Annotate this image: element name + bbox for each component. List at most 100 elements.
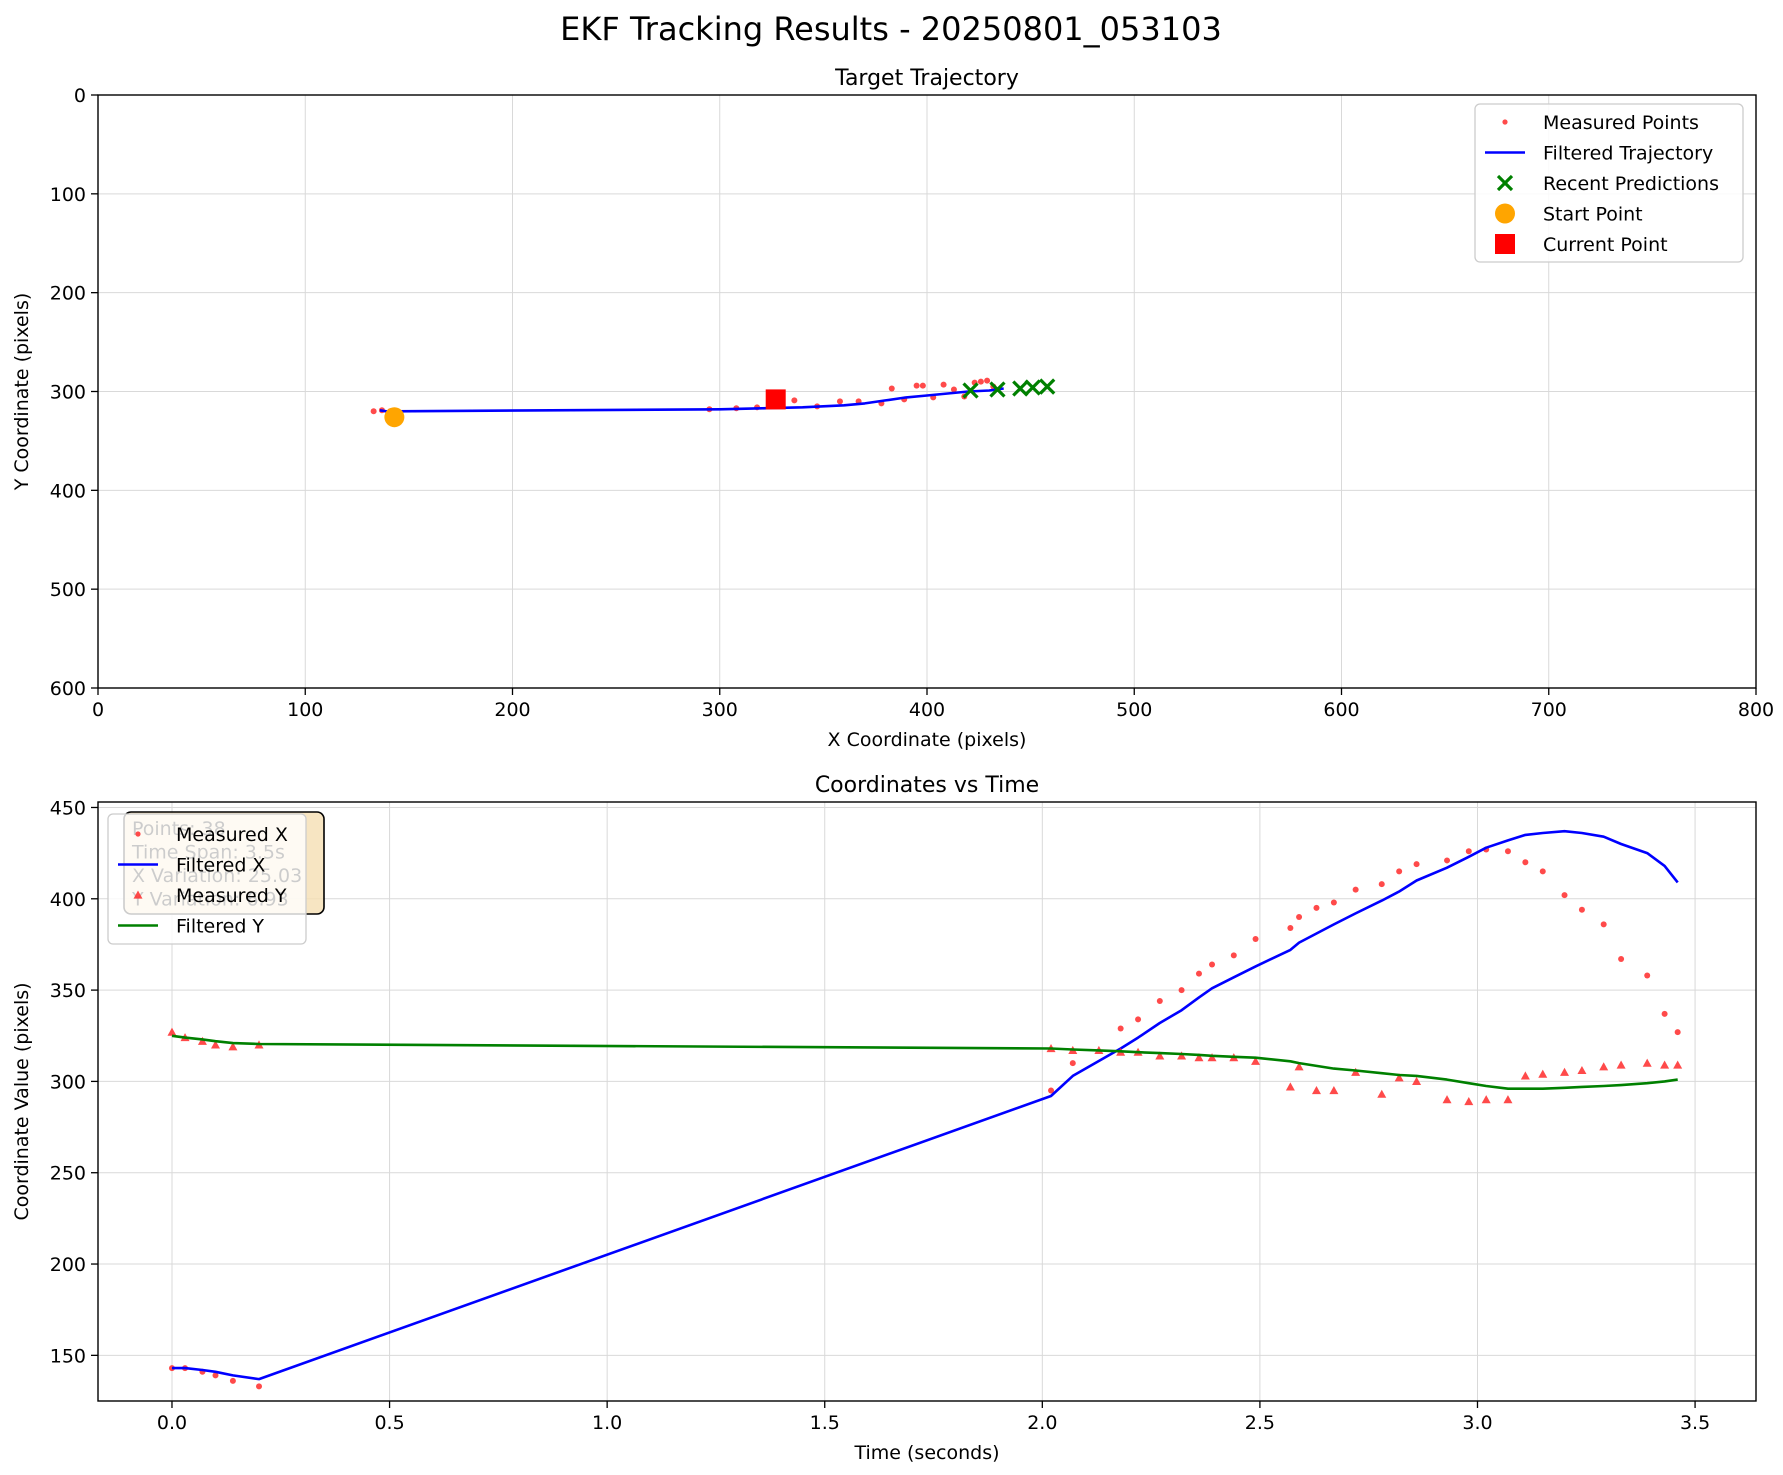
- measured-x-marker: [1313, 904, 1320, 911]
- measured-y-marker: [1464, 1097, 1474, 1106]
- x-tick-label: 500: [1116, 699, 1152, 721]
- x-tick-label: 100: [287, 699, 323, 721]
- measured-x-marker: [1048, 1087, 1055, 1094]
- measured-x-marker: [1156, 998, 1163, 1005]
- recent-predictions-marker: [989, 381, 1006, 398]
- measured-points-marker: [791, 397, 798, 404]
- measured-y-marker: [1616, 1060, 1626, 1069]
- x-tick-label: 800: [1738, 699, 1774, 721]
- start-point-legend-glyph: [1495, 203, 1515, 224]
- legend-label: Filtered Y: [176, 916, 264, 938]
- measured-x-marker: [1178, 987, 1185, 994]
- measured-x-marker: [1209, 961, 1216, 968]
- x-tick-label: 300: [702, 699, 738, 721]
- measured-y-marker: [1503, 1095, 1513, 1104]
- measured-y-marker: [1599, 1062, 1609, 1071]
- y-tick-label: 200: [50, 283, 86, 305]
- recent-predictions-marker: [1039, 378, 1056, 395]
- measured-x-marker: [1252, 935, 1259, 942]
- x-axis-label: Time (seconds): [853, 1442, 999, 1464]
- measured-points-marker: [977, 378, 984, 385]
- x-tick-label: 1.0: [592, 1412, 622, 1434]
- x-tick-label: 2.0: [1027, 1412, 1057, 1434]
- measured-y-marker: [1442, 1095, 1452, 1104]
- measured-x-marker: [212, 1372, 219, 1379]
- measured-x-marker: [1539, 868, 1546, 875]
- measured-y-marker: [228, 1042, 238, 1051]
- measured-x-marker: [1644, 972, 1651, 979]
- measured-y-marker: [1207, 1053, 1217, 1062]
- measured-y-marker: [1251, 1056, 1261, 1065]
- axes-title: Target Trajectory: [834, 66, 1019, 91]
- start-point-marker: [384, 407, 405, 428]
- current-point-marker: [765, 389, 786, 410]
- y-tick-label: 250: [50, 1163, 86, 1185]
- y-axis-label: Y Coordinate (pixels): [11, 293, 33, 492]
- legend-label: Recent Predictions: [1543, 173, 1719, 195]
- legend-label: Current Point: [1543, 234, 1668, 256]
- filtered-y-line: [171, 1034, 1678, 1090]
- axes-title: Coordinates vs Time: [815, 773, 1039, 798]
- x-tick-label: 3.5: [1680, 1412, 1710, 1434]
- measured-y-legend-glyph: [133, 890, 143, 899]
- measured-x-marker: [1444, 857, 1451, 864]
- legend-label: Measured Y: [176, 885, 287, 907]
- measured-y-marker: [1294, 1062, 1304, 1071]
- y-tick-label: 0: [74, 85, 86, 107]
- y-tick-label: 300: [50, 1071, 86, 1093]
- recent-predictions-marker-stroke-b: [1024, 379, 1041, 396]
- legend-label: Measured X: [176, 824, 288, 846]
- measured-x-marker: [1465, 848, 1472, 855]
- recent-predictions-marker: [1024, 379, 1041, 396]
- measured-y-marker: [197, 1036, 207, 1045]
- measured-x-marker: [1069, 1060, 1076, 1067]
- measured-x-marker: [168, 1365, 175, 1372]
- recent-predictions-legend-glyph: [1496, 174, 1514, 192]
- measured-x-marker: [1522, 859, 1529, 866]
- measured-y-marker: [1538, 1069, 1548, 1078]
- y-tick-label: 400: [50, 889, 86, 911]
- measured-x-legend-glyph: [135, 831, 141, 837]
- measured-points-marker: [370, 408, 377, 415]
- y-tick-label: 300: [50, 382, 86, 404]
- measured-points-marker: [919, 382, 926, 389]
- measured-points-marker: [836, 398, 843, 405]
- recent-predictions-marker-stroke-b: [989, 381, 1006, 398]
- y-tick-label: 200: [50, 1254, 86, 1276]
- x-tick-label: 600: [1323, 699, 1359, 721]
- x-tick-label: 2.5: [1245, 1412, 1275, 1434]
- y-tick-label: 400: [50, 480, 86, 502]
- measured-points-marker: [940, 381, 947, 388]
- measured-x-marker: [1578, 906, 1585, 913]
- measured-points-marker: [888, 385, 895, 392]
- measured-y-marker: [1412, 1076, 1422, 1086]
- measured-y-marker: [1394, 1073, 1404, 1082]
- measured-x-marker: [1600, 921, 1607, 928]
- y-tick-label: 350: [50, 980, 86, 1002]
- measured-y-marker: [1577, 1065, 1587, 1075]
- recent-predictions-marker: [962, 382, 979, 399]
- legend-label: Measured Points: [1543, 112, 1699, 134]
- legend-frame: [107, 813, 307, 945]
- measured-y-marker: [1311, 1086, 1321, 1095]
- measured-x-marker: [1195, 970, 1202, 977]
- current-point-legend-glyph: [1495, 234, 1515, 254]
- measured-points-marker: [950, 386, 957, 393]
- measured-x-marker: [229, 1377, 236, 1384]
- measured-y-marker: [1481, 1095, 1491, 1104]
- legend: Measured Points Filtered Trajectory Recent…: [1474, 103, 1744, 263]
- x-axis-label: X Coordinate (pixels): [828, 729, 1027, 751]
- legend-label: Filtered X: [176, 855, 265, 877]
- y-axis-label: Coordinate Value (pixels): [11, 982, 33, 1220]
- x-tick-label: 0.5: [374, 1412, 404, 1434]
- trajectory-axes: Target Trajectory 0 100 200 300 400 500 600 700 8…: [11, 66, 1774, 751]
- x-tick-label: 1.5: [810, 1412, 840, 1434]
- measured-x-marker: [1396, 868, 1403, 875]
- measured-x-marker: [1352, 886, 1359, 893]
- recent-predictions-marker-stroke-b: [1012, 380, 1029, 397]
- measured-y-marker: [1520, 1071, 1530, 1080]
- recent-predictions-marker-stroke-b: [1039, 378, 1056, 395]
- y-tick-label: 500: [50, 579, 86, 601]
- measured-x-marker: [1618, 956, 1625, 963]
